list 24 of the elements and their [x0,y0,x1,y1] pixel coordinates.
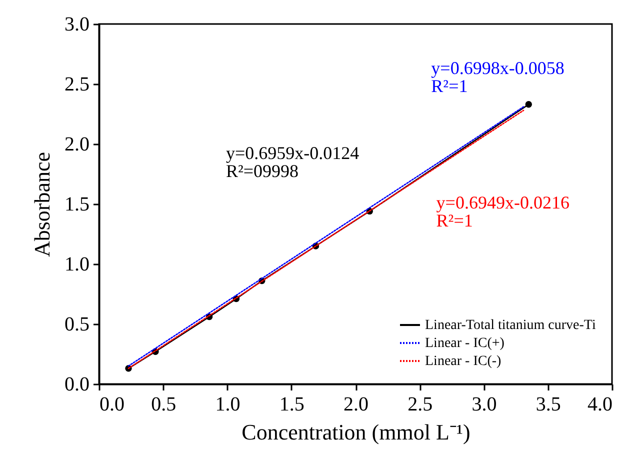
y-tick-label: 0.5 [64,314,90,336]
y-tick-label: 3.0 [64,14,90,36]
x-axis-title: Concentration (mmol L⁻¹) [242,420,470,444]
x-tick-label: 1.5 [279,394,304,416]
y-tick-label: 2.0 [64,134,90,156]
legend-label: Linear-Total titanium curve-Ti [425,318,596,333]
x-tick-label: 2.0 [344,394,368,416]
y-tick-label: 1.5 [64,194,90,216]
x-tick-label: 3.0 [472,394,497,416]
y-tick-label: 2.5 [64,74,90,96]
x-tick-label: 4.0 [588,394,612,416]
annotation: y=0.6998x-0.0058 R²=1 [431,58,564,96]
legend-label: Linear - IC(-) [425,354,502,369]
annotation: y=0.6959x-0.0124 R²=09998 [226,143,360,182]
x-tick-label: 2.5 [408,394,433,416]
y-axis-title: Absorbance [30,152,54,258]
x-tick-label: 0.5 [151,394,176,416]
legend-label: Linear - IC(+) [425,336,505,351]
x-tick-label: 3.5 [536,394,561,416]
x-tick-label: 0.0 [100,394,124,416]
y-tick-label: 0.0 [64,374,90,396]
y-tick-label: 1.0 [64,254,90,276]
x-tick-label: 1.0 [215,394,240,416]
annotation: y=0.6949x-0.0216 R²=1 [436,192,570,230]
